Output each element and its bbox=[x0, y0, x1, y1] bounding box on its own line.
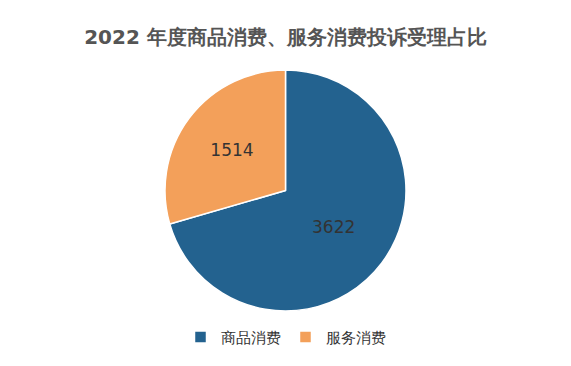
svg-text:2022 年度商品消费、服务消费投诉受理占比: 2022 年度商品消费、服务消费投诉受理占比 bbox=[84, 25, 487, 49]
svg-text:商品消费: 商品消费 bbox=[221, 329, 281, 347]
svg-text:服务消费: 服务消费 bbox=[326, 329, 386, 347]
svg-text:3622: 3622 bbox=[312, 217, 355, 237]
svg-text:1514: 1514 bbox=[210, 140, 253, 160]
